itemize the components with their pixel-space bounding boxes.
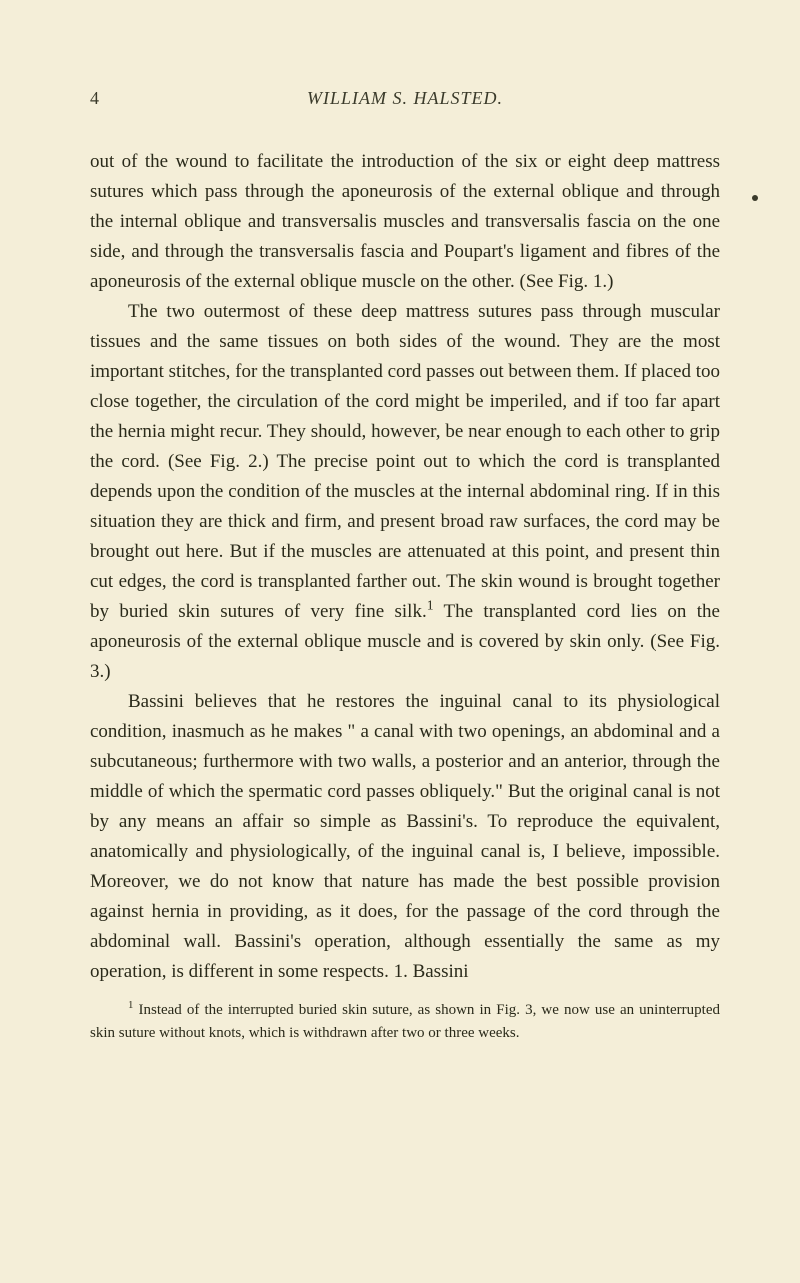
footnote: 1 Instead of the interrupted buried skin… [90, 999, 720, 1044]
page-header-title: WILLIAM S. HALSTED. [90, 88, 720, 109]
paragraph-3: Bassini believes that he restores the in… [90, 687, 720, 987]
paragraph-1: out of the wound to facilitate the intro… [90, 147, 720, 297]
ornament-dot [752, 195, 758, 201]
body-text-container: out of the wound to facilitate the intro… [90, 147, 720, 987]
paragraph-2-main: The two outermost of these deep mattress… [90, 301, 720, 622]
paragraph-2: The two outermost of these deep mattress… [90, 297, 720, 687]
footnote-text: Instead of the interrupted buried skin s… [90, 1002, 720, 1041]
page-number: 4 [90, 88, 99, 109]
footnote-ref-1: 1 [427, 598, 434, 613]
